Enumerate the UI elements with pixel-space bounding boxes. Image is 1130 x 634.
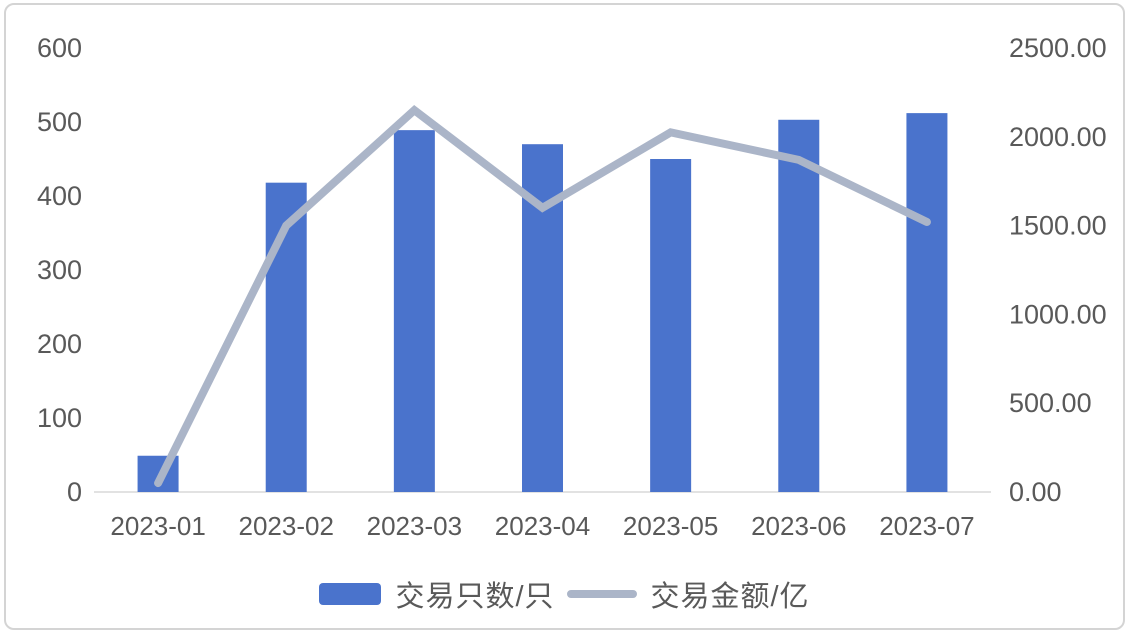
right-axis-tick: 1500.00 bbox=[1009, 211, 1107, 241]
right-axis-tick: 2500.00 bbox=[1009, 33, 1107, 63]
amount-line-series bbox=[154, 105, 931, 488]
chart-canvas: 0 100 200 300 400 500 600 0.00 500.00 1000.00 1500… bbox=[37, 33, 1107, 541]
left-axis-tick: 400 bbox=[37, 181, 82, 211]
bar-2023-06 bbox=[778, 119, 820, 492]
legend-item-line: 交易金额/亿 bbox=[566, 573, 810, 615]
bar-2023-03 bbox=[393, 130, 435, 492]
chart-card: 0 100 200 300 400 500 600 0.00 500.00 1000.00 1500… bbox=[4, 3, 1125, 630]
left-axis-tick: 0 bbox=[67, 477, 82, 507]
bar-series-label: 交易只数/只 bbox=[395, 581, 555, 613]
x-axis-label: 2023-04 bbox=[495, 511, 590, 541]
bar-2023-05 bbox=[650, 159, 692, 492]
right-axis-tick: 500.00 bbox=[1009, 388, 1092, 418]
left-axis-tick: 300 bbox=[37, 255, 82, 285]
x-axis-label: 2023-02 bbox=[239, 511, 334, 541]
bar-2023-07 bbox=[906, 113, 948, 493]
line-series-label: 交易金额/亿 bbox=[650, 581, 810, 613]
right-axis-tick: 2000.00 bbox=[1009, 122, 1107, 152]
x-axis-label: 2023-03 bbox=[367, 511, 462, 541]
x-axis-label: 2023-05 bbox=[623, 511, 718, 541]
left-axis-tick: 200 bbox=[37, 329, 82, 359]
chart-legend: 交易只数/只 交易金额/亿 bbox=[6, 573, 1123, 615]
dual-axis-combo-chart: 0 100 200 300 400 500 600 0.00 500.00 1000.00 1500… bbox=[6, 5, 1130, 565]
left-axis-tick: 600 bbox=[37, 33, 82, 63]
line-series-swatch bbox=[566, 590, 637, 598]
right-axis-tick: 1000.00 bbox=[1009, 299, 1107, 329]
x-axis-label: 2023-06 bbox=[751, 511, 846, 541]
right-axis-tick: 0.00 bbox=[1009, 477, 1062, 507]
left-axis-tick: 500 bbox=[37, 107, 82, 137]
x-axis-label: 2023-01 bbox=[110, 511, 205, 541]
x-axis-label: 2023-07 bbox=[879, 511, 974, 541]
bar-series-swatch bbox=[319, 583, 382, 605]
left-axis-tick: 100 bbox=[37, 403, 82, 433]
legend-item-bars: 交易只数/只 bbox=[319, 573, 554, 615]
